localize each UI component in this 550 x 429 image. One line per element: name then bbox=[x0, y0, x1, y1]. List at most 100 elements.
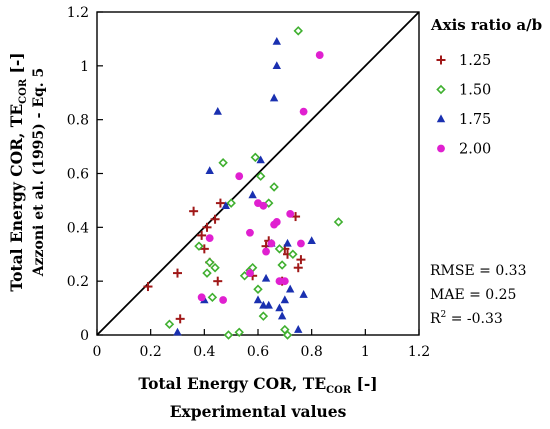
r2-equals: = bbox=[446, 311, 467, 327]
data-point-diamond bbox=[282, 330, 293, 340]
statistics-box: RMSE = 0.33 MAE = 0.25 R2 = -0.33 bbox=[430, 263, 527, 327]
data-point-triangle bbox=[277, 311, 287, 320]
x-axis-label-unit: [-] bbox=[351, 374, 378, 393]
data-point-plus bbox=[189, 206, 199, 216]
data-point-circle bbox=[275, 277, 284, 286]
data-point-triangle bbox=[248, 190, 257, 199]
data-point-triangle bbox=[259, 300, 268, 309]
data-point-diamond bbox=[333, 217, 344, 227]
data-point-diamond bbox=[207, 292, 218, 303]
y-tick-label: 1.2 bbox=[67, 5, 89, 21]
data-point-diamond bbox=[250, 152, 261, 163]
data-point-diamond bbox=[288, 249, 298, 259]
data-point-plus bbox=[199, 244, 209, 254]
plot-area: 0 0.2 0.4 0.6 0.8 1 1.2 0 0.2 0.4 0.6 0.8 1 1.2 bbox=[67, 5, 430, 360]
data-point-diamond bbox=[274, 244, 285, 254]
data-point-circle bbox=[267, 239, 276, 248]
data-point-plus bbox=[175, 314, 185, 324]
data-point-triangle bbox=[256, 155, 265, 164]
data-point-circle bbox=[197, 293, 206, 302]
legend-marker-triangle bbox=[436, 114, 446, 123]
data-point-diamond bbox=[293, 26, 303, 36]
data-point-triangle bbox=[253, 295, 263, 304]
x-tick-label: 0.6 bbox=[247, 344, 269, 360]
y-tick-label: 0.8 bbox=[67, 113, 89, 129]
data-point-diamond bbox=[258, 311, 269, 321]
data-point-triangle bbox=[286, 284, 295, 293]
legend-label: 1.25 bbox=[459, 53, 491, 69]
data-point-diamond bbox=[226, 198, 236, 208]
data-point-triangle bbox=[272, 61, 281, 70]
legend-title: Axis ratio a/b bbox=[430, 16, 542, 34]
x-axis-title: Total Energy COR, TECOR [-] Experimental… bbox=[138, 374, 377, 421]
data-point-diamond bbox=[269, 182, 279, 192]
data-point-triangle bbox=[264, 300, 273, 309]
data-point-plus bbox=[215, 198, 225, 208]
y-axis-label-main: Total Energy COR, TE bbox=[7, 104, 26, 292]
data-point-circle bbox=[286, 209, 295, 218]
data-point-triangle bbox=[280, 295, 290, 304]
data-point-plus bbox=[296, 255, 306, 265]
data-point-triangle bbox=[269, 93, 279, 102]
x-tick-label: 0.4 bbox=[193, 344, 215, 360]
mae-value: 0.25 bbox=[485, 287, 516, 303]
data-point-plus bbox=[213, 276, 223, 286]
data-point-circle bbox=[219, 296, 228, 304]
y-tick-label: 0.4 bbox=[67, 220, 89, 236]
legend-marker-plus bbox=[436, 55, 446, 65]
x-tick-label: 1.2 bbox=[408, 344, 430, 360]
data-point-diamond bbox=[202, 268, 212, 278]
data-point-triangle bbox=[173, 327, 182, 336]
data-point-circle bbox=[297, 239, 305, 248]
r2-annotation: R2 = -0.33 bbox=[430, 310, 503, 327]
mae-annotation: MAE = 0.25 bbox=[430, 287, 516, 303]
data-point-triangle bbox=[221, 201, 230, 209]
y-tick-label: 0.6 bbox=[67, 167, 89, 183]
data-point-circle bbox=[235, 172, 244, 181]
data-point-triangle bbox=[205, 166, 214, 175]
legend-label: 1.75 bbox=[459, 112, 491, 128]
y-tick-label: 0 bbox=[80, 328, 89, 344]
legend-label: 2.00 bbox=[459, 142, 491, 158]
y-axis-label: Total Energy COR, TECOR [-] bbox=[7, 52, 29, 291]
rmse-value: 0.33 bbox=[495, 263, 526, 279]
data-point-circle bbox=[262, 247, 270, 256]
rmse-label: RMSE = bbox=[430, 263, 495, 279]
data-point-circle bbox=[280, 277, 289, 286]
data-point-triangle bbox=[283, 238, 292, 247]
data-point-triangle bbox=[272, 37, 281, 45]
data-point-plus bbox=[210, 214, 220, 224]
data-point-diamond bbox=[255, 171, 266, 181]
y-axis-label-subscript: COR bbox=[18, 78, 29, 104]
data-point-diamond bbox=[253, 284, 263, 294]
one-to-one-line bbox=[96, 11, 420, 336]
data-point-plus bbox=[197, 230, 207, 240]
data-point-plus bbox=[143, 282, 153, 292]
data-point-plus bbox=[202, 222, 212, 232]
r2-value: -0.33 bbox=[467, 311, 503, 327]
data-point-diamond bbox=[204, 257, 215, 268]
data-point-triangle bbox=[213, 106, 222, 115]
data-point-circle bbox=[272, 218, 281, 226]
y-tick-label: 1 bbox=[80, 59, 89, 75]
data-point-triangle bbox=[307, 236, 316, 244]
data-points bbox=[143, 26, 344, 340]
legend-marker-diamond bbox=[436, 84, 446, 95]
legend: Axis ratio a/b 1.25 1.50 1.75 2.00 bbox=[430, 16, 542, 158]
rmse-annotation: RMSE = 0.33 bbox=[430, 263, 527, 279]
data-point-diamond bbox=[218, 158, 228, 168]
x-axis-ticks: 0 0.2 0.4 0.6 0.8 1 1.2 bbox=[93, 329, 430, 360]
data-point-diamond bbox=[223, 330, 234, 340]
y-axis-label-unit: [-] bbox=[7, 52, 26, 79]
y-axis-label-2: Azzoni et al. (1995) - Eq. 5 bbox=[31, 68, 47, 278]
y-tick-label: 0.2 bbox=[67, 274, 89, 290]
data-point-diamond bbox=[210, 262, 220, 273]
data-point-circle bbox=[299, 107, 308, 116]
data-point-plus bbox=[293, 263, 303, 273]
data-point-circle bbox=[246, 228, 254, 237]
data-point-plus bbox=[173, 268, 182, 278]
data-point-circle bbox=[246, 269, 254, 277]
r2-label: R bbox=[430, 311, 441, 327]
x-axis-label-main: Total Energy COR, TE bbox=[138, 374, 326, 393]
